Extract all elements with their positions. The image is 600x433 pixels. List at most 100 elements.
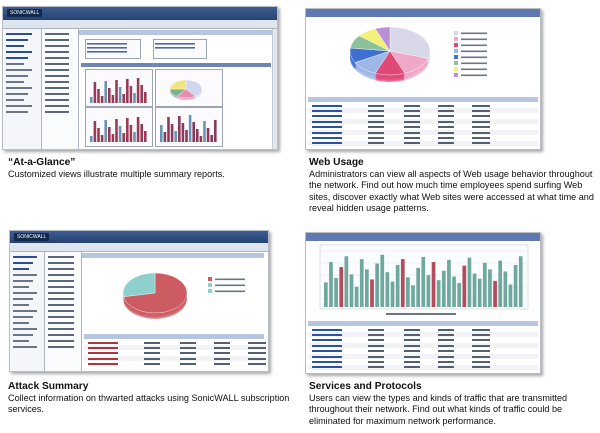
web-table-cell — [438, 120, 454, 123]
web-table-cell — [312, 131, 342, 134]
services-table-cell — [312, 350, 342, 353]
attack-table — [84, 340, 266, 370]
service-bar — [349, 274, 354, 307]
service-bar — [329, 262, 333, 307]
mini-bar — [206, 128, 210, 142]
web-table-row[interactable] — [308, 103, 538, 108]
services-table-cell — [404, 328, 420, 331]
attack-table-cell — [214, 352, 230, 355]
menu-item — [48, 346, 74, 348]
attack-table-cell — [214, 341, 230, 344]
services-table-cell — [472, 333, 490, 336]
web-table-row[interactable] — [308, 108, 538, 114]
legend-text — [461, 32, 487, 35]
service-bar — [462, 265, 467, 307]
web-table-row[interactable] — [308, 130, 538, 135]
services-table-row[interactable] — [308, 327, 538, 332]
services-table-cell — [312, 333, 342, 336]
web-table-cell — [368, 109, 384, 112]
service-bar — [447, 259, 451, 307]
web-table-cell — [404, 115, 420, 118]
tree-item — [13, 262, 33, 264]
services-table-row[interactable] — [308, 354, 538, 359]
services-table-row[interactable] — [308, 332, 538, 338]
services-table-cell — [404, 350, 420, 353]
web-table-cell — [368, 142, 384, 145]
web-table-cell — [312, 104, 342, 107]
menu-item — [45, 105, 69, 107]
attack-table-row[interactable] — [84, 345, 266, 351]
attack-table-cell — [88, 341, 118, 344]
attack-table-row[interactable] — [84, 350, 266, 356]
service-bar — [457, 283, 462, 307]
services-table-row[interactable] — [308, 343, 538, 349]
web-table-row[interactable] — [308, 135, 538, 141]
service-bar — [365, 269, 369, 307]
web-table-cell — [438, 131, 454, 134]
service-bar — [400, 259, 405, 307]
menu-item — [48, 340, 74, 342]
menu-item — [48, 322, 74, 324]
services-table-row[interactable] — [308, 364, 538, 370]
attack-table-row[interactable] — [84, 361, 266, 367]
tree-item — [13, 328, 37, 330]
services-table-row[interactable] — [308, 348, 538, 354]
services-table-row[interactable] — [308, 337, 538, 343]
web-description: Administrators can view all aspects of W… — [309, 169, 594, 214]
services-table-cell — [472, 328, 490, 331]
menu-item — [45, 63, 69, 65]
web-table-row[interactable] — [308, 119, 538, 125]
web-table-row[interactable] — [308, 140, 538, 146]
services-table-cell — [404, 366, 420, 369]
mini-bar — [214, 120, 217, 142]
services-table-row[interactable] — [308, 359, 538, 365]
services-table-cell — [368, 366, 384, 369]
glance-artwork — [6, 33, 217, 142]
attack-pie-slice-1 — [122, 272, 156, 297]
menu-item — [48, 298, 74, 300]
attack-table-cell — [180, 341, 196, 344]
app-header: SONICWALL — [3, 7, 277, 20]
services-table-cell — [438, 350, 454, 353]
attack-table-cell — [88, 357, 118, 360]
services-title: Services and Protocols — [309, 381, 422, 392]
mini-bar — [90, 136, 93, 142]
web-table-cell — [312, 109, 342, 112]
web-pie-chart — [349, 26, 487, 83]
service-bar — [431, 262, 436, 307]
web-table-cell — [438, 136, 454, 139]
attack-table-cell — [248, 346, 266, 349]
web-table-row[interactable] — [308, 124, 538, 130]
tree-item — [6, 75, 28, 77]
menu-item — [48, 304, 74, 306]
attack-table-cell — [144, 352, 160, 355]
web-pie-slice-7 — [374, 26, 391, 52]
service-bar — [416, 267, 420, 307]
attack-table-cell — [248, 341, 266, 344]
menu-item — [48, 292, 74, 294]
legend-swatch — [454, 73, 458, 77]
legend-swatch — [454, 55, 458, 59]
web-table-cell — [438, 109, 454, 112]
scrollbar[interactable] — [272, 29, 277, 149]
legend-swatch — [454, 43, 458, 47]
attack-table-cell — [144, 363, 160, 366]
web-table-cell — [472, 126, 490, 129]
web-table-row[interactable] — [308, 113, 538, 119]
tree-item — [13, 292, 37, 294]
mini-bar — [203, 121, 206, 142]
service-bar — [370, 279, 374, 307]
menu-item — [45, 87, 69, 89]
mini-bar — [185, 130, 188, 142]
service-bar — [359, 259, 364, 307]
attack-table-cell — [214, 346, 230, 349]
attack-table-row[interactable] — [84, 356, 266, 362]
services-table-cell — [312, 360, 342, 363]
tree-item — [6, 45, 24, 47]
attack-table-row[interactable] — [84, 340, 266, 345]
web-table-cell — [312, 126, 342, 129]
mini-bar — [111, 95, 115, 103]
summary-line — [87, 43, 127, 45]
web-table-cell — [368, 120, 384, 123]
services-table-cell — [404, 344, 420, 347]
